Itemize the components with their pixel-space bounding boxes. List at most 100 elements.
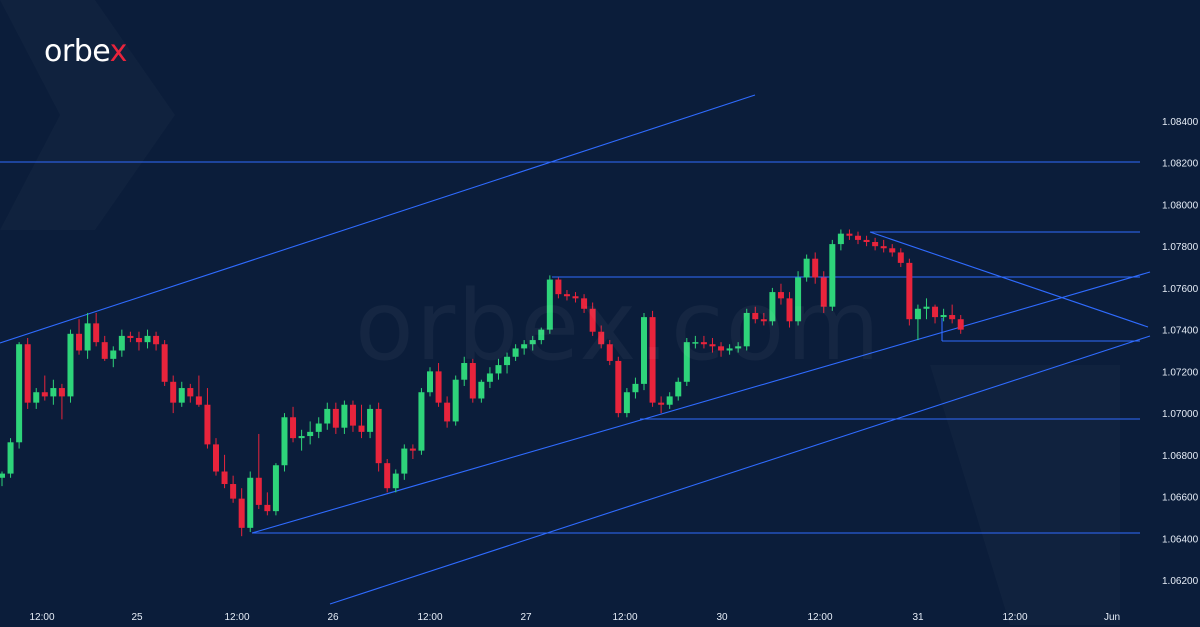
candle-body (178, 388, 185, 403)
candle (307, 421, 314, 445)
candle-body (170, 381, 177, 403)
candle-body (632, 383, 639, 393)
candle (264, 492, 271, 516)
candle-body (718, 346, 725, 351)
candle (555, 277, 562, 299)
candle-body (444, 402, 451, 422)
candle (906, 258, 913, 326)
candle-body (675, 381, 682, 397)
candle (606, 340, 613, 366)
candle (786, 292, 793, 328)
candle-body (538, 329, 545, 341)
candle-body (504, 356, 511, 366)
trend-line (869, 231, 1149, 328)
candle (178, 381, 185, 407)
candle (290, 406, 297, 443)
candle (777, 283, 784, 305)
candle-body (307, 431, 314, 437)
candle (418, 388, 425, 455)
candle-body (495, 365, 502, 374)
candle (649, 310, 656, 407)
x-tick-label: 12:00 (29, 612, 54, 623)
candle-body (932, 306, 939, 318)
candle-body (820, 277, 827, 307)
x-tick-label: 12:00 (417, 612, 442, 623)
candle-body (435, 371, 442, 403)
candle (829, 239, 836, 311)
x-tick-label: 31 (912, 612, 924, 623)
x-tick-label: 12:00 (1002, 612, 1027, 623)
candle (820, 271, 827, 313)
candle (255, 433, 262, 510)
candle-body (949, 315, 956, 320)
candle (795, 271, 802, 326)
candle-body (581, 298, 588, 309)
candle-body (563, 294, 570, 297)
candle-body (418, 392, 425, 451)
candle-body (41, 392, 48, 397)
candle-body (7, 442, 14, 474)
candle (495, 358, 502, 380)
candle (700, 335, 707, 349)
candle (247, 471, 254, 533)
candle-body (752, 312, 759, 320)
candle-body (572, 296, 579, 299)
candle-body (914, 308, 921, 320)
candle-body (255, 477, 262, 505)
candle (803, 254, 810, 282)
candle (272, 463, 279, 516)
candle-body (923, 306, 930, 309)
candle-body (649, 317, 656, 403)
candle-body (598, 331, 605, 345)
candle-body (478, 381, 485, 399)
candle (486, 367, 493, 389)
candle-body (837, 233, 844, 245)
candle-body (666, 396, 673, 405)
candle-body (529, 340, 536, 345)
candle (623, 388, 630, 418)
brand-name: orbe (44, 34, 110, 69)
candle-body (521, 344, 528, 349)
candle-body (829, 244, 836, 307)
candle (24, 337, 31, 409)
candle (358, 404, 365, 439)
x-tick-label: 26 (327, 612, 339, 623)
candle-body (127, 335, 134, 338)
y-tick-label: 1.08400 (1162, 117, 1199, 128)
candle-body (0, 473, 5, 478)
candle-body (213, 444, 219, 472)
candle (367, 404, 374, 439)
candle-body (812, 258, 819, 278)
candle (897, 248, 904, 268)
candle-body (238, 498, 245, 528)
y-tick-label: 1.06600 (1162, 493, 1199, 504)
candle-body (658, 402, 665, 405)
candle-body (153, 335, 160, 345)
candle-body (33, 392, 40, 403)
candle (726, 344, 733, 355)
candle-body (692, 342, 699, 344)
candle (812, 252, 819, 284)
candle-body (461, 363, 468, 380)
candle (341, 400, 348, 434)
candle-body (367, 408, 374, 432)
candle (641, 312, 647, 391)
candle (401, 444, 408, 480)
x-tick-label: 12:00 (807, 612, 832, 623)
candle (213, 438, 219, 476)
candle-body (940, 315, 947, 318)
candle-body (358, 425, 365, 432)
candle-body (84, 323, 91, 351)
candle (521, 340, 528, 355)
candle (932, 304, 939, 324)
candle (889, 244, 896, 257)
candle (666, 392, 673, 409)
candle-body (777, 292, 784, 299)
candle (349, 400, 356, 432)
candle-body (58, 388, 65, 397)
candle (718, 342, 725, 357)
brand-x: x (109, 34, 128, 69)
candle (504, 352, 511, 374)
y-tick-label: 1.07600 (1162, 284, 1199, 295)
candle-body (795, 277, 802, 322)
